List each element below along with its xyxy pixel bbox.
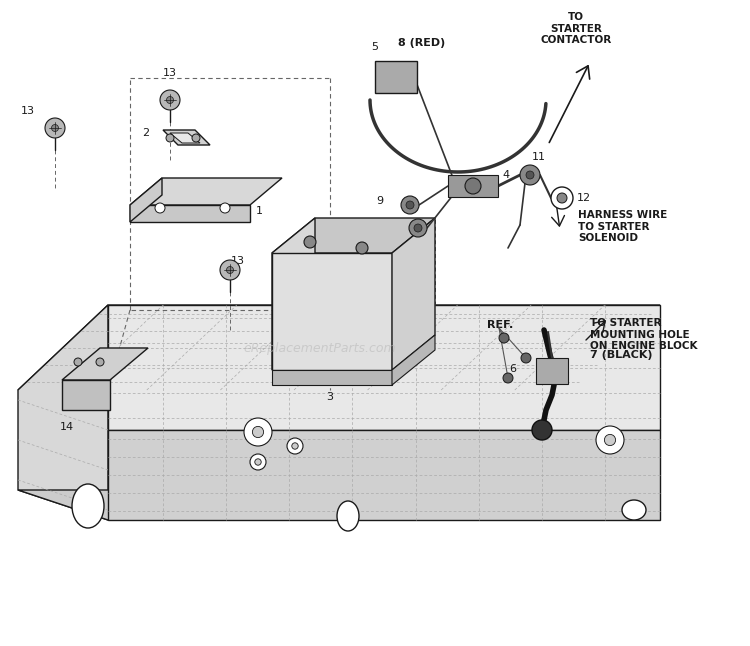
Circle shape	[520, 165, 540, 185]
Text: +: +	[304, 237, 310, 246]
Text: 3: 3	[326, 392, 334, 402]
Circle shape	[526, 171, 534, 179]
Text: 10: 10	[374, 228, 388, 238]
Circle shape	[220, 260, 240, 280]
Circle shape	[409, 219, 427, 237]
Polygon shape	[108, 430, 660, 520]
Polygon shape	[18, 305, 660, 390]
Circle shape	[604, 434, 616, 446]
FancyBboxPatch shape	[375, 61, 417, 93]
Polygon shape	[130, 205, 250, 222]
Circle shape	[406, 201, 414, 209]
Circle shape	[226, 267, 233, 273]
Circle shape	[596, 426, 624, 454]
Circle shape	[465, 178, 481, 194]
Text: 4: 4	[502, 170, 509, 180]
Polygon shape	[163, 130, 210, 145]
Polygon shape	[272, 218, 315, 370]
Circle shape	[401, 196, 419, 214]
Text: TO STARTER
MOUNTING HOLE
ON ENGINE BLOCK: TO STARTER MOUNTING HOLE ON ENGINE BLOCK	[590, 318, 698, 351]
Circle shape	[220, 203, 230, 213]
Ellipse shape	[337, 501, 359, 531]
Circle shape	[74, 358, 82, 366]
Text: 13: 13	[231, 256, 245, 266]
Circle shape	[304, 236, 316, 248]
Polygon shape	[62, 380, 110, 410]
Circle shape	[250, 454, 266, 470]
Circle shape	[521, 353, 531, 363]
Text: HARNESS WIRE
TO STARTER
SOLENOID: HARNESS WIRE TO STARTER SOLENOID	[578, 210, 668, 243]
Circle shape	[166, 96, 173, 103]
Text: 5: 5	[371, 42, 379, 52]
Circle shape	[551, 187, 573, 209]
Circle shape	[96, 358, 104, 366]
Circle shape	[499, 333, 509, 343]
Text: 9: 9	[376, 196, 383, 206]
Circle shape	[557, 193, 567, 203]
Polygon shape	[108, 305, 660, 430]
Polygon shape	[130, 178, 282, 205]
Text: 2: 2	[142, 128, 149, 138]
Circle shape	[244, 418, 272, 446]
Polygon shape	[272, 370, 392, 385]
Ellipse shape	[622, 500, 646, 520]
Circle shape	[166, 134, 174, 142]
Text: 12: 12	[577, 193, 591, 203]
Polygon shape	[18, 490, 660, 520]
Polygon shape	[130, 178, 162, 222]
Text: eReplacementParts.com: eReplacementParts.com	[244, 342, 396, 355]
Circle shape	[255, 459, 261, 465]
Circle shape	[155, 203, 165, 213]
Text: REF.: REF.	[487, 320, 513, 330]
Circle shape	[503, 373, 513, 383]
Polygon shape	[62, 348, 148, 380]
Circle shape	[192, 134, 200, 142]
Text: 7 (BLACK): 7 (BLACK)	[590, 350, 652, 360]
Polygon shape	[272, 218, 435, 253]
Text: 11: 11	[532, 152, 546, 162]
Polygon shape	[392, 335, 435, 385]
Text: 14: 14	[60, 422, 74, 432]
Polygon shape	[272, 253, 392, 370]
Circle shape	[160, 90, 180, 110]
Polygon shape	[170, 133, 200, 143]
Text: 13: 13	[163, 68, 177, 78]
Circle shape	[52, 125, 58, 132]
Text: 13: 13	[21, 106, 35, 116]
Bar	[536, 358, 568, 384]
Text: -: -	[358, 243, 362, 253]
Circle shape	[287, 438, 303, 454]
Text: TO
STARTER
CONTACTOR: TO STARTER CONTACTOR	[540, 12, 612, 45]
Polygon shape	[392, 218, 435, 370]
Circle shape	[532, 420, 552, 440]
Ellipse shape	[72, 484, 104, 528]
Circle shape	[292, 443, 298, 449]
Circle shape	[414, 224, 422, 232]
Text: 1: 1	[256, 206, 263, 216]
Circle shape	[356, 242, 368, 254]
Text: 6: 6	[509, 364, 516, 374]
Circle shape	[253, 426, 263, 437]
Polygon shape	[18, 305, 108, 520]
Circle shape	[45, 118, 65, 138]
Text: 8 (RED): 8 (RED)	[398, 38, 445, 48]
Bar	[448, 175, 498, 197]
